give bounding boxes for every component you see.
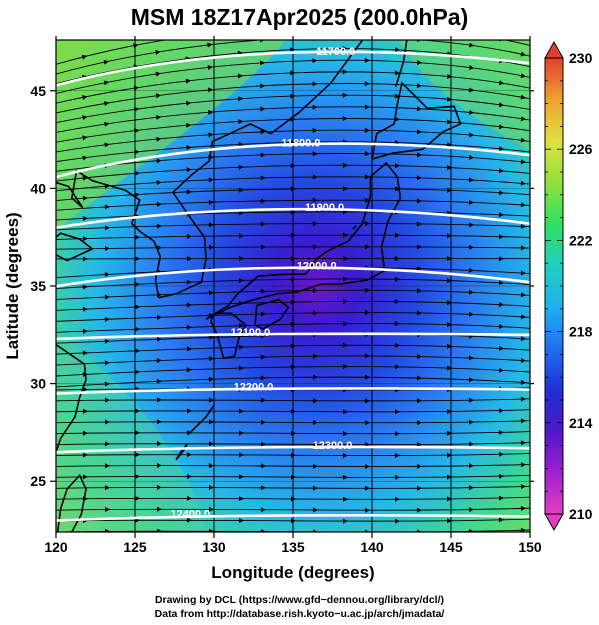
y-tick-label: 35 (30, 278, 46, 294)
y-tick-label: 25 (30, 473, 46, 489)
colorbar-tick-label: 230 (569, 50, 593, 66)
colorbar-min-triangle (544, 513, 564, 532)
x-tick-label: 135 (281, 539, 305, 555)
x-tick-label: 145 (439, 539, 463, 555)
credits: Drawing by DCL (https://www.gfd−dennou.o… (0, 593, 599, 621)
contour-label: 12300.0 (313, 440, 353, 452)
contour-label: 12000.0 (297, 261, 337, 273)
credits-drawing: Drawing by DCL (https://www.gfd−dennou.o… (154, 594, 445, 606)
contour-label: 12200.0 (234, 382, 274, 394)
contour-line (56, 207, 530, 229)
plot-area: 11700.0 11800.0 11900.0 12000.0 12100.0 12200… (55, 39, 531, 533)
y-tick-label: 40 (30, 180, 46, 196)
contour-line (56, 445, 530, 454)
colorbar-tick-label: 210 (569, 506, 593, 522)
contour-label: 12100.0 (230, 327, 270, 339)
contour-line (56, 387, 530, 395)
height-contours: 11700.0 11800.0 11900.0 12000.0 12100.0 12200… (56, 46, 530, 522)
contour-line (56, 266, 530, 288)
contour-line (56, 50, 530, 87)
contour-line (56, 142, 530, 179)
contour-label: 12400.0 (170, 509, 210, 521)
x-tick-label: 125 (123, 539, 147, 555)
colorbar: 210 214 218 222 226 230 (544, 40, 593, 532)
contour-line (56, 332, 530, 341)
y-tick-label: 30 (30, 376, 46, 392)
y-axis: 25 30 35 40 45 (30, 83, 534, 489)
wind-streamlines (56, 40, 530, 532)
colorbar-max-triangle (544, 40, 564, 59)
contour-label: 11800.0 (281, 138, 320, 150)
credits-data: Data from http://database.rish.kyoto−u.a… (154, 608, 445, 620)
colorbar-tick-label: 222 (569, 232, 593, 248)
colorbar-tick-label: 218 (569, 324, 593, 340)
x-axis: 120 125 130 135 140 145 150 (44, 36, 542, 555)
y-tick-label: 45 (30, 83, 46, 99)
y-axis-title: Latitude (degrees) (3, 212, 22, 359)
x-tick-label: 130 (202, 539, 226, 555)
contour-label: 11700.0 (316, 46, 355, 58)
x-tick-label: 120 (44, 539, 68, 555)
chart-title: MSM 18Z17Apr2025 (200.0hPa) (130, 4, 469, 30)
x-tick-label: 150 (518, 539, 542, 555)
contour-line (56, 514, 530, 522)
contour-label: 11900.0 (305, 202, 344, 214)
colorbar-tick-label: 226 (569, 141, 593, 157)
x-axis-title: Longitude (degrees) (211, 563, 374, 582)
x-tick-label: 140 (360, 539, 384, 555)
colorbar-tick-label: 214 (569, 415, 593, 431)
